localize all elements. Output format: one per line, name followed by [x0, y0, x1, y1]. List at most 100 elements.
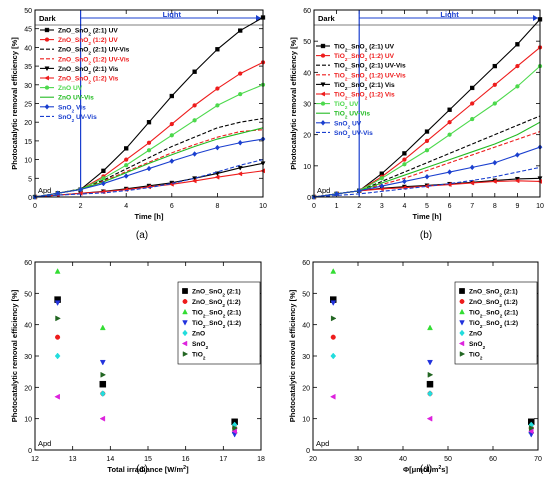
legend: ZnO_SnO2 (2:1)ZnO_SnO2 (1:2) TiO2_SnO2 (2… — [177, 281, 261, 365]
y-tick-label: 15 — [24, 139, 32, 146]
data-point — [469, 180, 475, 186]
data-point — [232, 425, 238, 432]
data-point — [100, 180, 106, 187]
x-tick-label: 6 — [448, 203, 452, 210]
corner-label: Apd — [317, 186, 330, 195]
series — [313, 166, 541, 198]
data-point — [214, 144, 220, 151]
data-point — [192, 151, 198, 157]
y-tick-label: 20 — [303, 133, 311, 140]
phase-light-label: Light — [163, 10, 182, 19]
x-tick-label: 40 — [399, 456, 407, 463]
x-axis-label: Time [h] — [412, 212, 442, 221]
x-tick-label: 10 — [536, 203, 544, 210]
x-tick-label: 15 — [144, 456, 152, 463]
corner-label: Apd — [38, 186, 51, 195]
data-point — [446, 182, 452, 188]
legend-marker — [320, 53, 326, 58]
legend-entry: TiO2 UV-Vis — [334, 111, 370, 120]
data-point — [379, 176, 384, 181]
plot-frame — [313, 9, 541, 198]
data-point — [427, 324, 433, 331]
data-point — [492, 63, 497, 69]
panel-label: (c) — [136, 464, 148, 475]
data-point — [334, 191, 340, 197]
light-arrow-head — [533, 15, 538, 21]
data-point — [492, 82, 497, 87]
x-tick-label: 4 — [402, 203, 406, 210]
x-tick-label: 8 — [215, 203, 219, 210]
legend-box — [177, 281, 261, 365]
x-tick-label: 20 — [309, 456, 317, 463]
data-point — [492, 101, 497, 106]
series-line — [34, 159, 264, 198]
legend-marker — [459, 320, 465, 326]
data-point — [470, 116, 475, 122]
legend-entry: TiO2_SnO2 (2:1) Vis — [334, 82, 395, 91]
corner-label: Apd — [38, 439, 51, 448]
data-point — [99, 380, 107, 388]
x-tick-label: 30 — [354, 456, 362, 463]
y-tick-label: 10 — [302, 417, 310, 424]
legend-entry: TiO2_SnO2 (1:2) Vis — [334, 92, 395, 101]
data-point — [169, 158, 175, 164]
x-tick-label: 1 — [335, 203, 339, 210]
data-point — [146, 165, 152, 172]
data-point — [402, 151, 407, 156]
data-point — [124, 157, 129, 162]
x-tick-label: 4 — [124, 203, 128, 210]
data-point — [514, 178, 520, 184]
legend-entry: SnO2 UV — [334, 120, 362, 129]
data-point — [215, 47, 220, 52]
series — [55, 315, 238, 432]
x-tick-label: 70 — [534, 456, 542, 463]
data-point — [215, 86, 220, 91]
data-point — [470, 85, 475, 91]
data-point — [330, 334, 336, 340]
data-point — [54, 268, 61, 274]
legend-entry: ZnO_SnO2 (1:2) UV — [58, 37, 118, 46]
y-tick-label: 0 — [28, 195, 32, 202]
data-point — [238, 71, 243, 76]
data-point — [470, 101, 475, 106]
series-line — [313, 166, 541, 198]
data-point — [447, 132, 452, 137]
data-point — [169, 93, 174, 99]
legend-entry: ZnO_SnO2 (1:2) UV-Vis — [58, 56, 130, 65]
data-point — [426, 380, 434, 388]
data-point — [330, 352, 337, 360]
y-tick-label: 20 — [24, 385, 32, 392]
data-point — [99, 359, 106, 366]
y-axis-label: Photocatalytic removal efficiency [%] — [289, 37, 298, 170]
legend-entry: TiO2_SnO2 (2:1) UV — [334, 44, 395, 53]
legend-marker — [44, 85, 50, 90]
data-point — [146, 120, 152, 125]
legend-entry: SnO2 UV-Vis — [334, 130, 373, 139]
data-point — [99, 390, 106, 397]
data-point — [78, 186, 84, 193]
legend-marker — [44, 103, 50, 110]
data-point — [424, 129, 430, 134]
legend-entry: SnO2 Vis — [58, 104, 86, 113]
data-point — [379, 183, 385, 189]
x-axis-label: Time [h] — [134, 212, 164, 221]
legend-entry: ZnO_SnO2 (1:2) — [192, 299, 241, 308]
data-point — [515, 84, 520, 89]
phase-dark-label: Dark — [39, 14, 57, 23]
x-tick-label: 8 — [493, 203, 497, 210]
y-tick-label: 10 — [24, 158, 32, 165]
data-point — [54, 300, 61, 307]
data-point — [54, 393, 60, 400]
data-point — [55, 315, 61, 322]
series — [329, 393, 534, 435]
y-tick-label: 60 — [302, 260, 310, 267]
plot-frame — [34, 9, 264, 198]
panel-d: 0 10 20 30 40 50 60 20 30 40 50 60 70 Φ[μmol/m2s] Phot… — [288, 260, 542, 475]
data-point — [124, 163, 129, 168]
data-point — [238, 92, 243, 97]
y-tick-label: 30 — [302, 354, 310, 361]
y-tick-label: 45 — [24, 27, 32, 34]
series-line — [313, 146, 541, 198]
y-tick-label: 40 — [24, 45, 32, 52]
legend-marker — [44, 27, 50, 33]
